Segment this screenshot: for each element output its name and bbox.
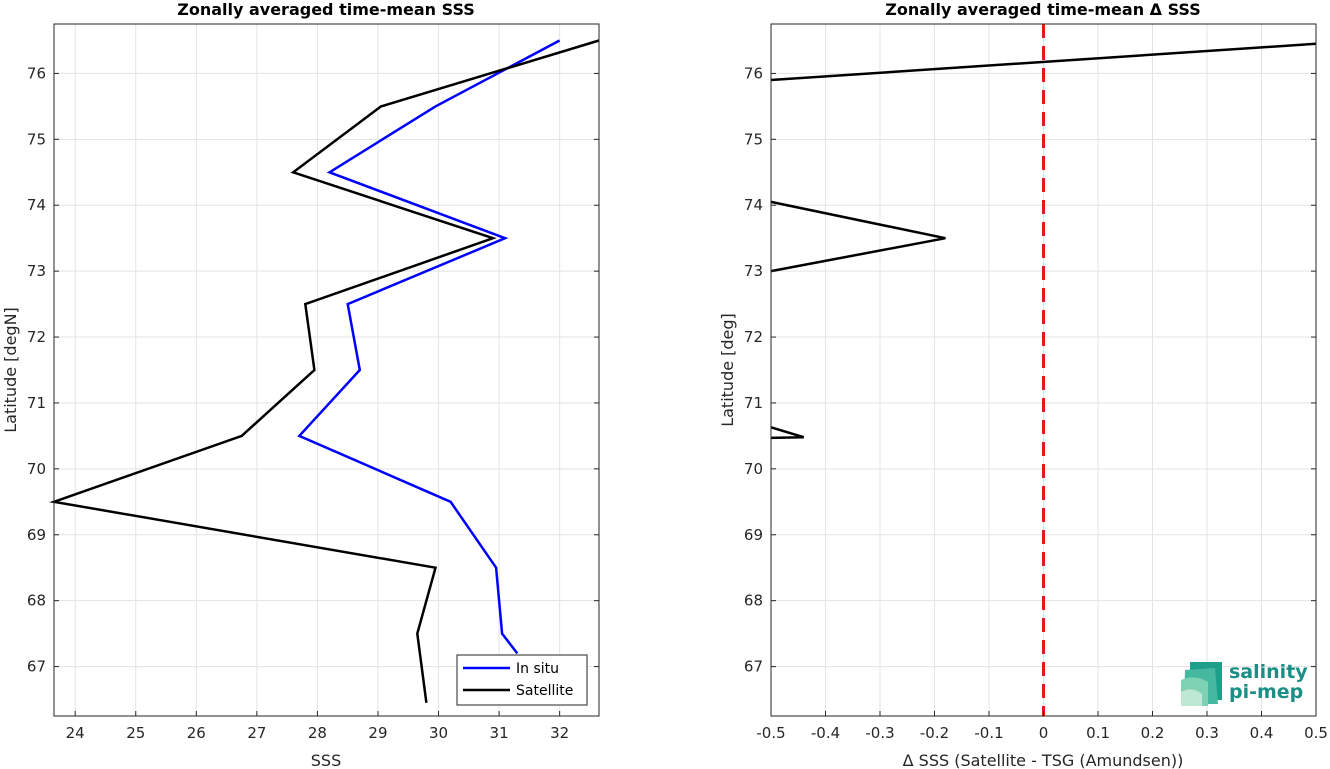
sss-x-tick-label: 27 bbox=[247, 724, 266, 742]
delta-x-tick-label: -0.1 bbox=[974, 724, 1003, 742]
delta-y-tick-label: 74 bbox=[744, 196, 763, 214]
delta-x-tick-label: -0.2 bbox=[920, 724, 949, 742]
sss-y-tick-label: 70 bbox=[27, 460, 46, 478]
legend-label-satellite: Satellite bbox=[516, 683, 573, 699]
sss-y-tick-label: 68 bbox=[27, 592, 46, 610]
delta-x-tick-label: 0.1 bbox=[1086, 724, 1110, 742]
delta-y-tick-label: 67 bbox=[744, 658, 763, 676]
delta-y-tick-label: 70 bbox=[744, 460, 763, 478]
delta-x-axis-label: Δ SSS (Satellite - TSG (Amundsen)) bbox=[903, 751, 1184, 769]
sss-y-tick-label: 73 bbox=[27, 262, 46, 280]
sss-chart-title: Zonally averaged time-mean SSS bbox=[177, 0, 475, 19]
sss-y-tick-label: 76 bbox=[27, 64, 46, 82]
sss-series bbox=[49, 39, 600, 703]
sss-series-line-in-situ bbox=[297, 39, 561, 655]
sss-x-tick-label: 28 bbox=[308, 724, 327, 742]
sss-legend: In situ Satellite bbox=[456, 654, 588, 706]
delta-sss-chart: -0.5 -0.4 -0.3 -0.2 -0.1 0 0.1 0.2 0.3 0.4 0.5 67 68… bbox=[718, 0, 1328, 769]
sss-y-tick-label: 75 bbox=[27, 130, 46, 148]
delta-x-tick-label: 0.4 bbox=[1250, 724, 1274, 742]
delta-y-tick-label: 76 bbox=[744, 64, 763, 82]
logo-text-salinity: salinity bbox=[1229, 661, 1308, 683]
delta-x-tick-label: 0 bbox=[1039, 724, 1049, 742]
delta-y-tick-label: 73 bbox=[744, 262, 763, 280]
delta-ticks: -0.5 -0.4 -0.3 -0.2 -0.1 0 0.1 0.2 0.3 0.4 0.5 67 68… bbox=[744, 64, 1328, 742]
logo-waves-icon bbox=[1181, 662, 1222, 706]
delta-series-line-segment-0 bbox=[770, 42, 1317, 82]
sss-x-tick-label: 29 bbox=[368, 724, 387, 742]
salinity-pi-mep-logo: salinity pi-mep bbox=[1181, 661, 1308, 706]
sss-y-tick-label: 71 bbox=[27, 394, 46, 412]
delta-y-tick-label: 72 bbox=[744, 328, 763, 346]
delta-series-line-segment-2 bbox=[770, 426, 805, 440]
delta-y-tick-label: 68 bbox=[744, 592, 763, 610]
logo-text-pi-mep: pi-mep bbox=[1229, 681, 1303, 703]
sss-x-axis-label: SSS bbox=[311, 751, 341, 769]
delta-x-tick-label: 0.3 bbox=[1195, 724, 1219, 742]
delta-y-tick-label: 71 bbox=[744, 394, 763, 412]
delta-x-tick-label: -0.5 bbox=[756, 724, 785, 742]
sss-grid bbox=[54, 24, 599, 716]
sss-y-tick-label: 69 bbox=[27, 526, 46, 544]
sss-x-tick-label: 26 bbox=[187, 724, 206, 742]
delta-series-line-segment-1 bbox=[770, 200, 946, 273]
delta-x-tick-label: 0.5 bbox=[1304, 724, 1328, 742]
delta-y-tick-label: 75 bbox=[744, 130, 763, 148]
delta-chart-title: Zonally averaged time-mean Δ SSS bbox=[885, 0, 1201, 19]
sss-series-line-satellite bbox=[49, 39, 600, 703]
sss-x-tick-label: 32 bbox=[550, 724, 569, 742]
sss-x-tick-label: 24 bbox=[66, 724, 85, 742]
sss-x-tick-label: 25 bbox=[126, 724, 145, 742]
sss-y-tick-label: 72 bbox=[27, 328, 46, 346]
sss-x-tick-label: 31 bbox=[490, 724, 509, 742]
sss-y-axis-label: Latitude [degN] bbox=[1, 307, 20, 433]
sss-ticks: 24 25 26 27 28 29 30 31 32 67 68 69 70 71 72 73 74 75 76 bbox=[27, 64, 599, 742]
sss-axes-box bbox=[53, 23, 600, 717]
sss-y-tick-label: 67 bbox=[27, 658, 46, 676]
delta-y-tick-label: 69 bbox=[744, 526, 763, 544]
legend-label-in-situ: In situ bbox=[516, 661, 559, 677]
delta-x-tick-label: 0.2 bbox=[1141, 724, 1165, 742]
sss-y-tick-label: 74 bbox=[27, 196, 46, 214]
delta-x-tick-label: -0.3 bbox=[865, 724, 894, 742]
sss-chart: 24 25 26 27 28 29 30 31 32 67 68 69 70 71 72 73 74 75 76 Z… bbox=[1, 0, 600, 769]
delta-x-tick-label: -0.4 bbox=[811, 724, 840, 742]
sss-x-tick-label: 30 bbox=[429, 724, 448, 742]
legend-box bbox=[456, 654, 588, 706]
delta-series bbox=[770, 24, 1317, 716]
delta-y-axis-label: Latitude [deg] bbox=[718, 313, 737, 427]
